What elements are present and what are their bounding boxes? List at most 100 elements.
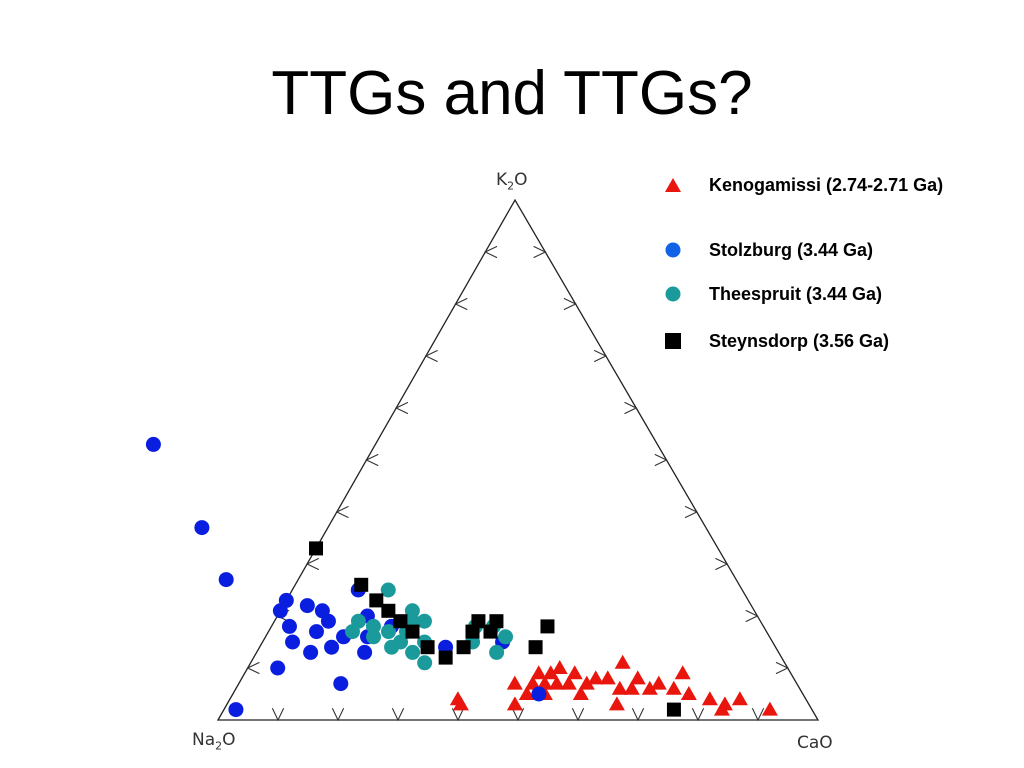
tick-bottom bbox=[631, 708, 645, 722]
kenogamissi-point bbox=[536, 675, 553, 690]
theespruit-point bbox=[366, 629, 382, 645]
steynsdorp-point bbox=[666, 702, 681, 717]
steynsdorp-point bbox=[354, 577, 369, 592]
steynsdorp-point bbox=[456, 640, 471, 655]
kenogamissi-point bbox=[701, 691, 718, 706]
kenogamissi-point bbox=[716, 696, 733, 711]
slide-title: TTGs and TTGs? bbox=[271, 59, 753, 128]
legend-label-kenogamissi: Kenogamissi (2.74-2.71 Ga) bbox=[709, 174, 944, 195]
corner-left-sub: 2 bbox=[215, 739, 223, 753]
kenogamissi-point bbox=[614, 654, 631, 669]
kenogamissi-point bbox=[629, 670, 646, 685]
stolzburg-point bbox=[308, 624, 324, 640]
stolzburg-point bbox=[531, 686, 547, 702]
tick-bottom bbox=[511, 708, 525, 722]
tick-left bbox=[335, 505, 349, 519]
tick-left bbox=[484, 245, 498, 259]
triangle-outline bbox=[216, 198, 820, 721]
theespruit-point bbox=[498, 629, 514, 645]
steynsdorp-point bbox=[471, 614, 486, 629]
triangle-marker-icon bbox=[658, 170, 688, 200]
theespruit-point bbox=[380, 582, 396, 598]
tick-right bbox=[654, 453, 668, 467]
stolzburg-point bbox=[270, 660, 286, 676]
stolzburg-point bbox=[281, 618, 297, 634]
corner-label-top: K2O bbox=[496, 170, 528, 192]
legend-item-steynsdorp: Steynsdorp (3.56 Ga) bbox=[658, 326, 889, 356]
ternary-ticks bbox=[246, 245, 789, 722]
kenogamissi-point bbox=[551, 660, 568, 674]
tick-bottom bbox=[571, 708, 585, 722]
circle-marker-icon bbox=[658, 235, 688, 265]
tick-left bbox=[424, 349, 438, 363]
tick-right bbox=[533, 245, 547, 259]
theespruit-point bbox=[405, 644, 421, 660]
kenogamissi-point bbox=[566, 665, 583, 680]
kenogamissi-point bbox=[599, 670, 616, 685]
theespruit-point bbox=[380, 624, 396, 640]
steynsdorp-point bbox=[405, 624, 420, 639]
kenogamissi-point bbox=[674, 665, 691, 680]
corner-label-right: CaO bbox=[797, 733, 833, 753]
steynsdorp-point bbox=[381, 603, 396, 618]
tick-right bbox=[593, 349, 608, 363]
theespruit-point bbox=[365, 618, 381, 634]
kenogamissi-point bbox=[587, 670, 604, 685]
tick-right bbox=[563, 297, 577, 311]
corner-right-main: CaO bbox=[797, 733, 833, 753]
theespruit-point bbox=[489, 644, 505, 660]
kenogamissi-point bbox=[548, 675, 565, 690]
tick-bottom bbox=[331, 708, 345, 722]
tick-right bbox=[775, 661, 789, 675]
kenogamissi-point bbox=[560, 675, 577, 690]
theespruit-point bbox=[416, 613, 432, 629]
tick-right bbox=[624, 401, 638, 415]
corner-label-left: Na2O bbox=[192, 730, 236, 752]
stolzburg-point bbox=[299, 598, 315, 614]
tick-bottom bbox=[391, 708, 405, 722]
stolzburg-point bbox=[285, 634, 301, 650]
kenogamissi-point bbox=[542, 665, 559, 680]
corner-top-main: K bbox=[496, 170, 508, 190]
steynsdorp-point bbox=[540, 619, 555, 634]
tick-bottom bbox=[691, 708, 705, 722]
tick-left bbox=[394, 401, 409, 415]
tick-left bbox=[246, 661, 260, 675]
square-marker-icon bbox=[658, 326, 688, 356]
data-points bbox=[145, 436, 778, 718]
tick-left bbox=[365, 453, 379, 467]
kenogamissi-point bbox=[506, 675, 523, 690]
legend-label-steynsdorp: Steynsdorp (3.56 Ga) bbox=[709, 330, 890, 351]
kenogamissi-point bbox=[518, 686, 535, 700]
legend-label-stolzburg: Stolzburg (3.44 Ga) bbox=[709, 239, 874, 260]
tick-left bbox=[305, 557, 320, 571]
steynsdorp-point bbox=[393, 614, 408, 629]
kenogamissi-point bbox=[665, 680, 682, 695]
steynsdorp-point bbox=[420, 640, 435, 655]
legend-label-theespruit: Theespruit (3.44 Ga) bbox=[709, 283, 883, 304]
kenogamissi-point bbox=[608, 696, 625, 711]
legend-item-kenogamissi: Kenogamissi (2.74-2.71 Ga) bbox=[658, 170, 943, 200]
corner-left-main: Na bbox=[192, 730, 216, 750]
legend-item-stolzburg: Stolzburg (3.44 Ga) bbox=[658, 235, 873, 265]
tick-left bbox=[454, 297, 468, 311]
kenogamissi-point bbox=[524, 675, 541, 690]
kenogamissi-point bbox=[623, 680, 640, 695]
kenogamissi-point bbox=[761, 701, 778, 716]
stolzburg-point bbox=[320, 613, 336, 629]
kenogamissi-point bbox=[641, 680, 658, 695]
kenogamissi-point bbox=[650, 675, 667, 690]
stolzburg-point bbox=[278, 592, 294, 608]
tick-bottom bbox=[751, 708, 765, 722]
steynsdorp-point bbox=[438, 650, 453, 665]
stolzburg-point bbox=[194, 520, 210, 536]
steynsdorp-point bbox=[309, 541, 324, 556]
stolzburg-point bbox=[218, 572, 234, 588]
corner-left-tail: O bbox=[222, 730, 236, 750]
ternary-frame bbox=[216, 198, 820, 721]
kenogamissi-point bbox=[506, 696, 523, 711]
stolzburg-point bbox=[228, 702, 244, 718]
tick-right bbox=[715, 557, 729, 571]
steynsdorp-point bbox=[369, 593, 384, 608]
tick-bottom bbox=[271, 708, 285, 722]
